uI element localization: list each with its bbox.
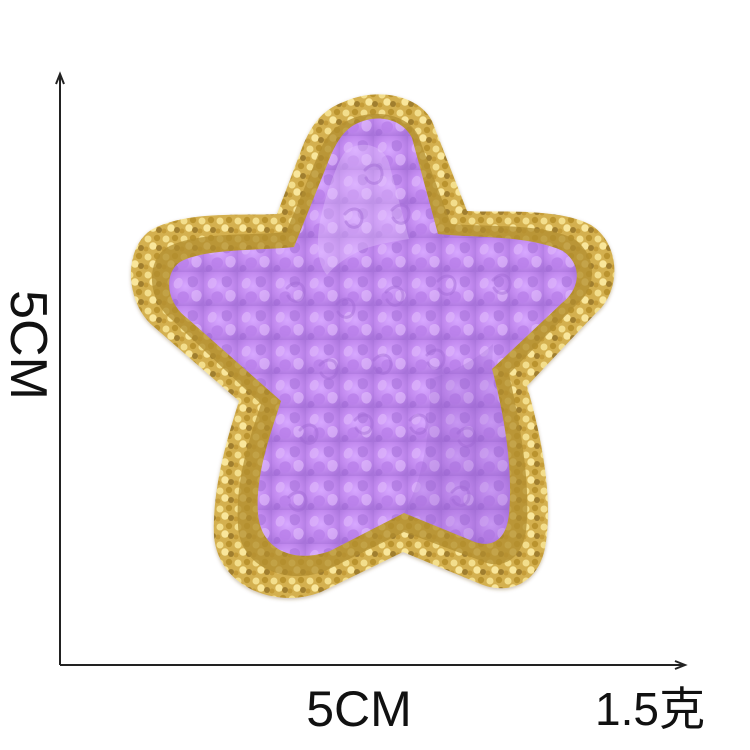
- vertical-arrow-head: [55, 71, 65, 85]
- height-dimension-label: 5CM: [0, 290, 57, 400]
- width-dimension-label: 5CM: [306, 681, 412, 737]
- horizontal-arrow-head: [674, 660, 688, 670]
- chenille-texture: [285, 163, 512, 512]
- dimension-lines: [55, 71, 688, 670]
- chenille-shadow: [404, 344, 511, 544]
- purple-chenille-star: [169, 118, 577, 556]
- chenille-highlight: [317, 144, 409, 275]
- star-patch: [130, 94, 615, 598]
- weight-label: 1.5克: [595, 683, 705, 735]
